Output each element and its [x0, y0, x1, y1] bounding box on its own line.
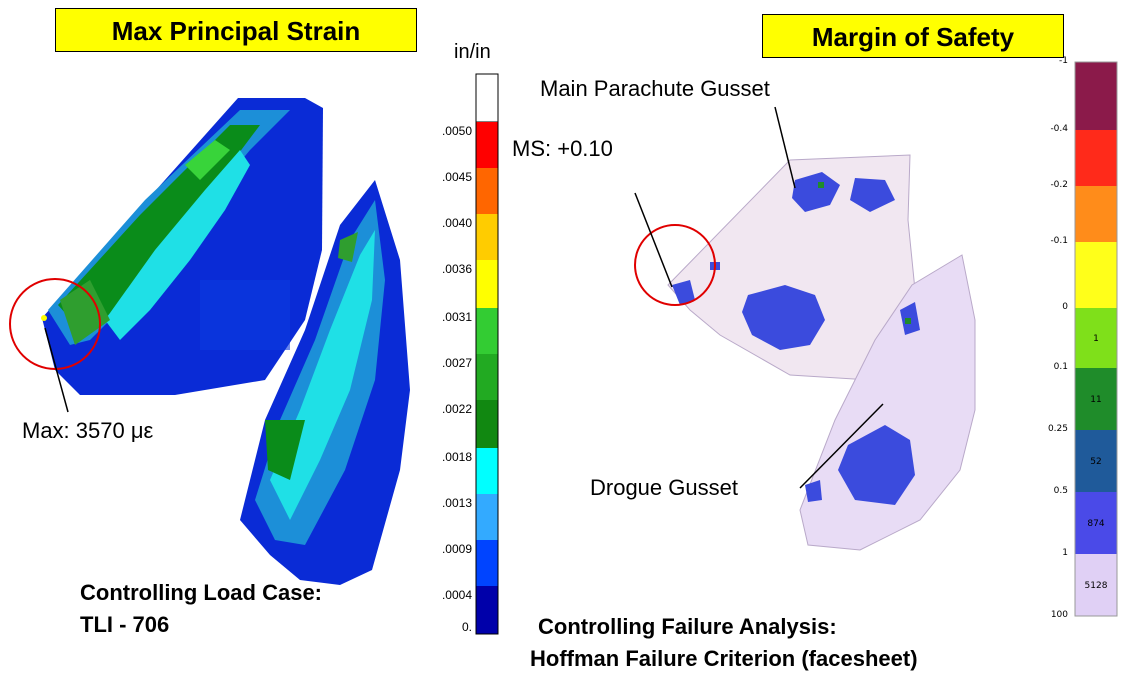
strain-tick: .0045	[441, 170, 472, 184]
strain-tick: .0004	[441, 588, 472, 602]
main-gusset-label: Main Parachute Gusset	[540, 76, 770, 101]
strain-colorbar	[475, 73, 499, 635]
main-gusset-strain-plot	[41, 98, 323, 395]
strain-tick: .0027	[441, 356, 472, 370]
failure-criterion-label: Hoffman Failure Criterion (facesheet)	[530, 646, 918, 671]
ms-tick: -1	[1059, 56, 1068, 66]
ms-legend	[1074, 61, 1118, 617]
load-case-value: TLI - 706	[80, 612, 170, 637]
strain-tick: .0018	[441, 450, 472, 464]
strain-tick: .0050	[441, 124, 472, 138]
load-case-label: Controlling Load Case:	[80, 580, 322, 605]
ms-count: 874	[1087, 519, 1105, 529]
failure-analysis-label: Controlling Failure Analysis:	[538, 614, 837, 639]
strain-tick: .0036	[441, 262, 472, 276]
strain-tick: .0040	[441, 216, 472, 230]
ms-circle	[634, 224, 716, 306]
strain-tick: .0031	[441, 310, 472, 324]
ms-tick: -0.1	[1050, 236, 1068, 246]
ms-count: 11	[1090, 395, 1102, 405]
strain-tick: .0013	[441, 496, 472, 510]
ms-tick: 0.5	[1053, 486, 1068, 496]
drogue-gusset-ms-plot	[799, 254, 976, 551]
ms-count: 1	[1093, 334, 1099, 344]
strain-title: Max Principal Strain	[55, 8, 417, 52]
ms-count: 52	[1090, 457, 1102, 467]
strain-tick: .0022	[441, 402, 472, 416]
strain-tick: .0009	[441, 542, 472, 556]
ms-tick: -0.4	[1050, 124, 1068, 134]
drogue-gusset-label: Drogue Gusset	[590, 475, 738, 500]
units-label: in/in	[454, 41, 491, 63]
ms-tick: 100	[1050, 610, 1068, 620]
ms-count: 5128	[1084, 581, 1108, 591]
strain-tick: 0.	[461, 620, 472, 634]
max-strain-label: Max: 3570 με	[22, 418, 154, 443]
ms-tick: 0.25	[1047, 424, 1068, 434]
ms-tick: 0.1	[1053, 362, 1068, 372]
ms-tick: 0	[1062, 302, 1068, 312]
max-strain-circle	[9, 278, 101, 370]
ms-title: Margin of Safety	[762, 14, 1064, 58]
ms-value-label: MS: +0.10	[512, 136, 613, 161]
ms-tick: 1	[1062, 548, 1068, 558]
main-gusset-ms-plot	[667, 154, 916, 381]
ms-tick: -0.2	[1050, 180, 1068, 190]
drogue-gusset-strain-plot	[240, 180, 410, 585]
